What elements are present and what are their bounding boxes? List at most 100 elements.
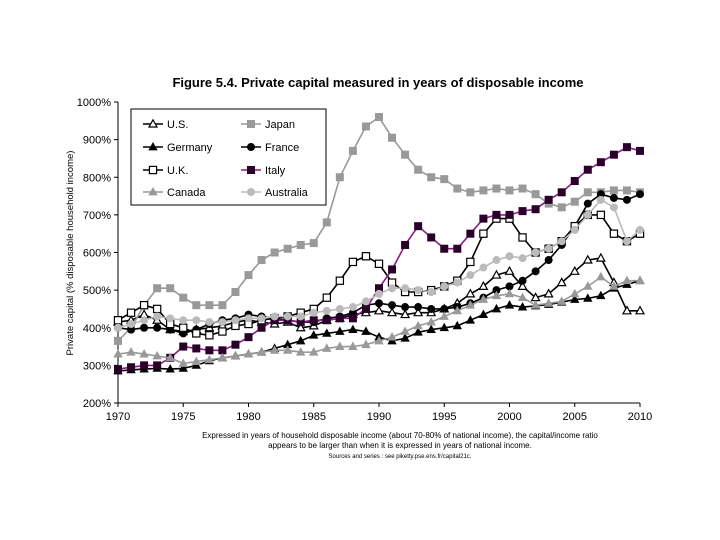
legend-item-canada: Canada xyxy=(143,186,206,199)
data-point-japan xyxy=(609,186,618,195)
data-point-italy xyxy=(205,346,214,355)
data-point-italy xyxy=(570,177,579,186)
data-point-japan xyxy=(466,188,475,197)
data-point-germany xyxy=(570,294,580,303)
data-point-canada xyxy=(309,347,319,356)
data-point-italy xyxy=(505,210,514,219)
data-point-japan xyxy=(505,186,514,195)
data-point-canada xyxy=(113,349,123,358)
x-tick-label: 2005 xyxy=(563,411,587,423)
data-point-germany xyxy=(517,302,528,311)
data-point-germany xyxy=(465,315,476,324)
data-point-japan xyxy=(583,188,592,197)
data-point-japan xyxy=(348,146,357,155)
data-point-u-k xyxy=(139,300,149,310)
data-point-italy xyxy=(557,188,566,197)
x-tick-label: 1990 xyxy=(367,411,391,423)
legend-label-france: France xyxy=(265,142,299,154)
data-point-canada xyxy=(335,341,345,350)
data-point-canada xyxy=(596,271,606,281)
series-australia xyxy=(114,195,645,332)
data-point-france xyxy=(374,299,383,308)
data-point-france xyxy=(427,304,436,313)
data-point-japan xyxy=(492,184,501,193)
data-point-australia xyxy=(296,312,305,321)
data-point-u-s xyxy=(634,305,646,315)
data-point-japan xyxy=(453,184,462,193)
data-point-japan xyxy=(557,203,566,212)
sources-note: Sources and series : see piketty.pse.ens… xyxy=(329,454,472,460)
data-point-germany xyxy=(165,364,175,373)
legend-item-germany: Germany xyxy=(143,141,213,154)
data-point-canada xyxy=(622,275,632,285)
data-point-italy xyxy=(335,314,344,323)
data-point-canada xyxy=(426,317,436,326)
data-point-japan xyxy=(283,244,292,253)
data-point-australia xyxy=(127,319,136,328)
data-point-japan xyxy=(518,184,527,193)
data-point-australia xyxy=(283,312,292,321)
data-point-u-k xyxy=(152,304,162,314)
data-point-italy xyxy=(609,150,618,159)
data-point-france xyxy=(636,190,645,199)
data-point-italy xyxy=(140,361,149,370)
data-point-canada xyxy=(165,352,175,362)
data-point-canada xyxy=(348,341,358,350)
data-point-germany xyxy=(400,333,410,342)
data-point-australia xyxy=(231,316,240,325)
data-point-australia xyxy=(192,316,201,325)
data-point-australia xyxy=(348,303,357,312)
data-point-australia xyxy=(322,306,331,315)
legend-label-australia: Australia xyxy=(265,187,309,199)
data-point-australia xyxy=(440,282,449,291)
data-point-canada xyxy=(256,347,267,356)
data-point-australia xyxy=(374,289,383,298)
data-point-australia xyxy=(244,314,253,323)
data-point-u-k xyxy=(596,210,606,220)
data-point-canada xyxy=(517,292,528,302)
data-point-u-k xyxy=(374,259,384,268)
data-point-italy xyxy=(518,207,527,216)
data-point-italy xyxy=(257,323,266,332)
data-point-canada xyxy=(243,349,254,358)
legend-swatch-marker xyxy=(246,187,255,196)
axes: 200% 300% 400% 500% 600% 700% 800% 900% 1000% 197… xyxy=(77,97,653,423)
data-point-australia xyxy=(140,316,149,325)
legend-swatch-marker xyxy=(147,118,159,128)
y-tick-label: 300% xyxy=(83,360,111,372)
data-point-france xyxy=(401,303,410,312)
data-point-france xyxy=(531,267,540,276)
data-point-italy xyxy=(322,316,331,325)
x-tick-label: 2010 xyxy=(628,411,652,423)
x-tick-label: 1970 xyxy=(106,411,130,423)
data-point-australia xyxy=(505,252,514,261)
data-point-japan xyxy=(388,133,397,142)
legend-label-japan: Japan xyxy=(265,119,295,131)
data-point-italy xyxy=(153,361,162,370)
data-point-australia xyxy=(257,314,266,323)
legend-item-australia: Australia xyxy=(241,187,309,199)
series-canada xyxy=(113,271,645,367)
legend-item-italy: Italy xyxy=(241,165,286,177)
data-point-canada xyxy=(504,288,515,298)
data-point-australia xyxy=(270,312,279,321)
data-point-u-k xyxy=(218,327,227,336)
data-point-italy xyxy=(583,165,592,174)
data-point-canada xyxy=(126,347,136,356)
data-point-u-s xyxy=(582,254,593,264)
data-point-u-s xyxy=(295,322,306,332)
data-point-u-k xyxy=(518,233,527,242)
data-point-australia xyxy=(622,237,631,246)
data-point-canada xyxy=(191,356,201,366)
data-point-u-k xyxy=(466,257,475,267)
data-point-u-s xyxy=(413,307,424,317)
data-point-japan xyxy=(479,186,488,195)
data-point-japan xyxy=(153,284,162,293)
data-point-australia xyxy=(361,297,370,306)
y-tick-label: 500% xyxy=(83,285,111,297)
data-point-japan xyxy=(244,271,253,280)
data-point-japan xyxy=(322,218,331,227)
data-point-germany xyxy=(322,328,332,337)
data-point-australia xyxy=(583,210,592,219)
data-point-australia xyxy=(453,278,462,287)
